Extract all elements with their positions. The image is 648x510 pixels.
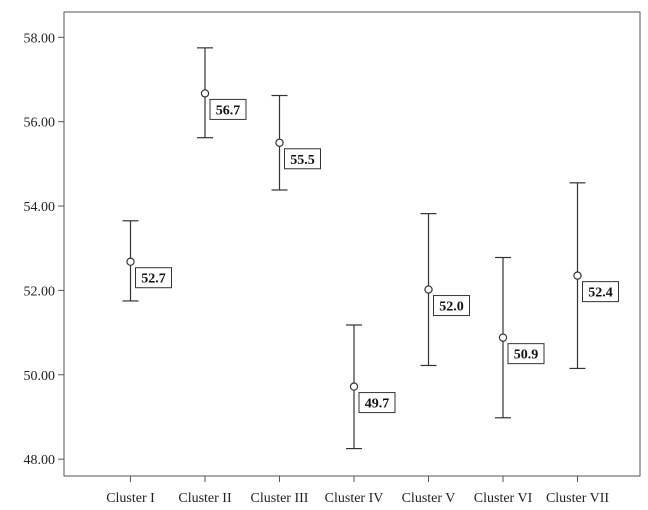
x-axis: Cluster I Cluster II Cluster III Cluster IV… [106,476,609,506]
x-tick-label: Cluster IV [325,491,384,506]
data-label: 52.7 [141,272,166,287]
error-bar-group: 52.7 [122,220,172,302]
data-label-box [135,267,172,289]
x-tick-label: Cluster VII [546,491,609,506]
y-tick-label: 56.00 [24,116,56,131]
data-label-box [433,295,470,317]
data-label: 56.7 [216,103,241,118]
y-axis: 48.00 50.00 52.00 54.00 56.00 58.00 [24,31,64,468]
mean-marker [126,257,135,266]
chart-marks: 52.7 56.7 55.5 49.7 52.0 50.9 52.4 [122,47,619,450]
mean-marker [424,285,433,294]
mean-marker [573,271,582,280]
error-bar-group: 50.9 [495,256,545,419]
plot-frame [63,11,641,477]
mean-marker [498,333,508,342]
data-label: 50.9 [514,348,539,363]
x-tick-label: Cluster I [106,491,155,506]
error-bar-group: 52.4 [569,182,619,370]
data-label-box [358,392,396,414]
data-label-box [209,98,247,120]
y-tick-label: 50.00 [24,369,56,384]
data-label-box [507,343,545,365]
error-bar-group: 49.7 [346,324,396,450]
mean-marker [349,382,359,391]
mean-marker [275,138,284,147]
x-tick-label: Cluster II [178,491,232,506]
x-tick-label: Cluster VI [474,491,533,506]
error-bar-group: 55.5 [271,94,321,191]
mean-marker [200,89,210,98]
data-label: 55.5 [290,153,315,168]
data-label: 52.4 [588,286,613,301]
error-bar-group: 52.0 [420,213,470,367]
y-tick-label: 54.00 [24,200,56,215]
data-label-box [284,148,321,170]
y-tick-label: 58.00 [24,31,56,46]
data-label: 49.7 [365,397,390,412]
y-tick-label: 52.00 [24,284,56,299]
data-label-box [582,281,619,303]
x-tick-label: Cluster III [251,491,309,506]
data-label: 52.0 [439,300,464,315]
x-tick-label: Cluster V [402,491,456,506]
error-bar-group: 56.7 [197,47,247,139]
y-tick-label: 48.00 [24,453,56,468]
